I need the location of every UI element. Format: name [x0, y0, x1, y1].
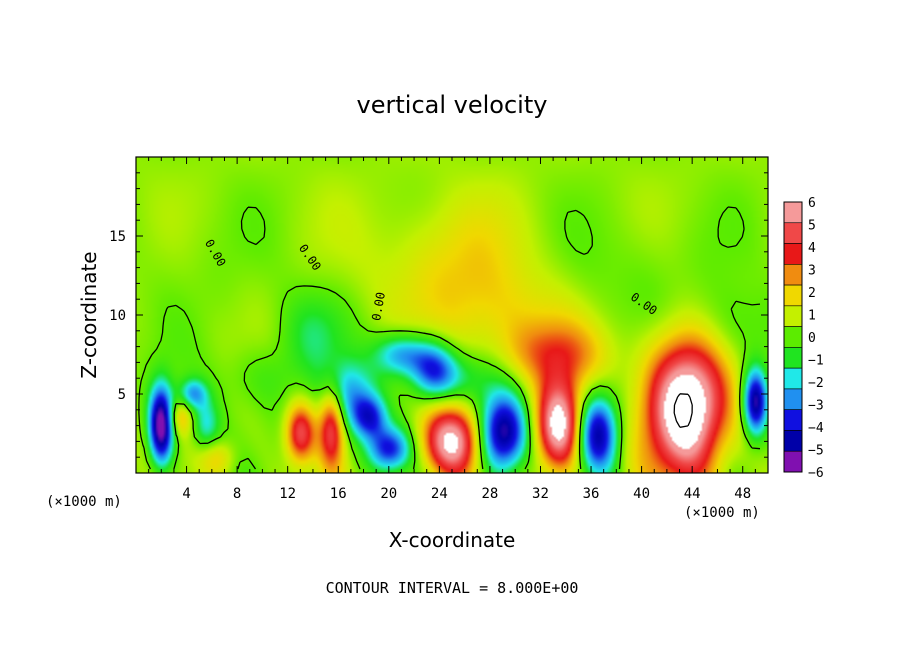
x-tick-label: 16 [330, 486, 347, 502]
colorbar: 6 5 4 3 2 1 0 −1 −2 −3 −4 −5 −6 [783, 196, 824, 481]
y-tick-label: 10 [109, 308, 126, 324]
heatmap-field [136, 157, 768, 473]
x-tick-label: 48 [734, 486, 751, 502]
colorbar-label: 6 [808, 196, 816, 211]
plot-area: 0.00 0.000.00 0.00 4 8 12 16 20 24 28 32 36 40 44 48 … [109, 156, 769, 502]
colorbar-label: −6 [808, 466, 824, 481]
colorbar-swatch [783, 326, 803, 348]
y-axis-label: Z-coordinate [77, 251, 101, 378]
x-tick-label: 12 [279, 486, 296, 502]
colorbar-label: −5 [808, 444, 824, 459]
colorbar-swatch [783, 347, 803, 369]
x-unit-right: (×1000 m) [684, 505, 760, 521]
x-tick-label: 20 [380, 486, 397, 502]
contour-lines [138, 206, 761, 470]
colorbar-label: −1 [808, 354, 824, 369]
contour-label: 0.00 [369, 291, 388, 322]
colorbar-swatch [783, 409, 803, 431]
x-tick-label: 4 [182, 486, 190, 502]
colorbar-swatch [783, 305, 803, 327]
colorbar-label: 5 [808, 219, 816, 234]
colorbar-label: 1 [808, 309, 816, 324]
y-tick-label: 15 [109, 229, 126, 245]
y-axis-ticks: 5 10 15 [109, 172, 768, 458]
colorbar-label: −3 [808, 399, 824, 414]
x-tick-label: 28 [481, 486, 498, 502]
x-unit-left: (×1000 m) [46, 494, 122, 510]
colorbar-swatch [783, 367, 803, 390]
colorbar-label: 2 [808, 286, 816, 301]
colorbar-swatch [783, 388, 803, 410]
x-axis-ticks: 4 8 12 16 20 24 28 32 36 40 44 48 [148, 157, 756, 502]
x-tick-label: 24 [431, 486, 448, 502]
colorbar-frame [783, 201, 803, 473]
x-axis-label: X-coordinate [389, 528, 516, 552]
x-tick-label: 8 [233, 486, 241, 502]
contour-interval-note: CONTOUR INTERVAL = 8.000E+00 [326, 579, 579, 597]
x-tick-label: 44 [684, 486, 701, 502]
colorbar-label: −2 [808, 376, 824, 391]
colorbar-swatch [783, 222, 803, 244]
x-tick-label: 40 [633, 486, 650, 502]
colorbar-label: 0 [808, 331, 816, 346]
colorbar-swatch [783, 284, 803, 307]
colorbar-swatch [783, 430, 803, 452]
colorbar-label: −4 [808, 421, 824, 436]
colorbar-label: 3 [808, 264, 816, 279]
colorbar-swatch [783, 450, 803, 473]
colorbar-label: 4 [808, 241, 816, 256]
contour-line [138, 206, 761, 470]
x-tick-label: 36 [583, 486, 600, 502]
colorbar-swatch [783, 243, 803, 265]
contour-line [673, 393, 693, 428]
x-tick-label: 32 [532, 486, 549, 502]
colorbar-swatch [783, 201, 803, 224]
chart-title: vertical velocity [357, 91, 548, 119]
y-tick-label: 5 [118, 387, 126, 403]
colorbar-swatch [783, 264, 803, 286]
